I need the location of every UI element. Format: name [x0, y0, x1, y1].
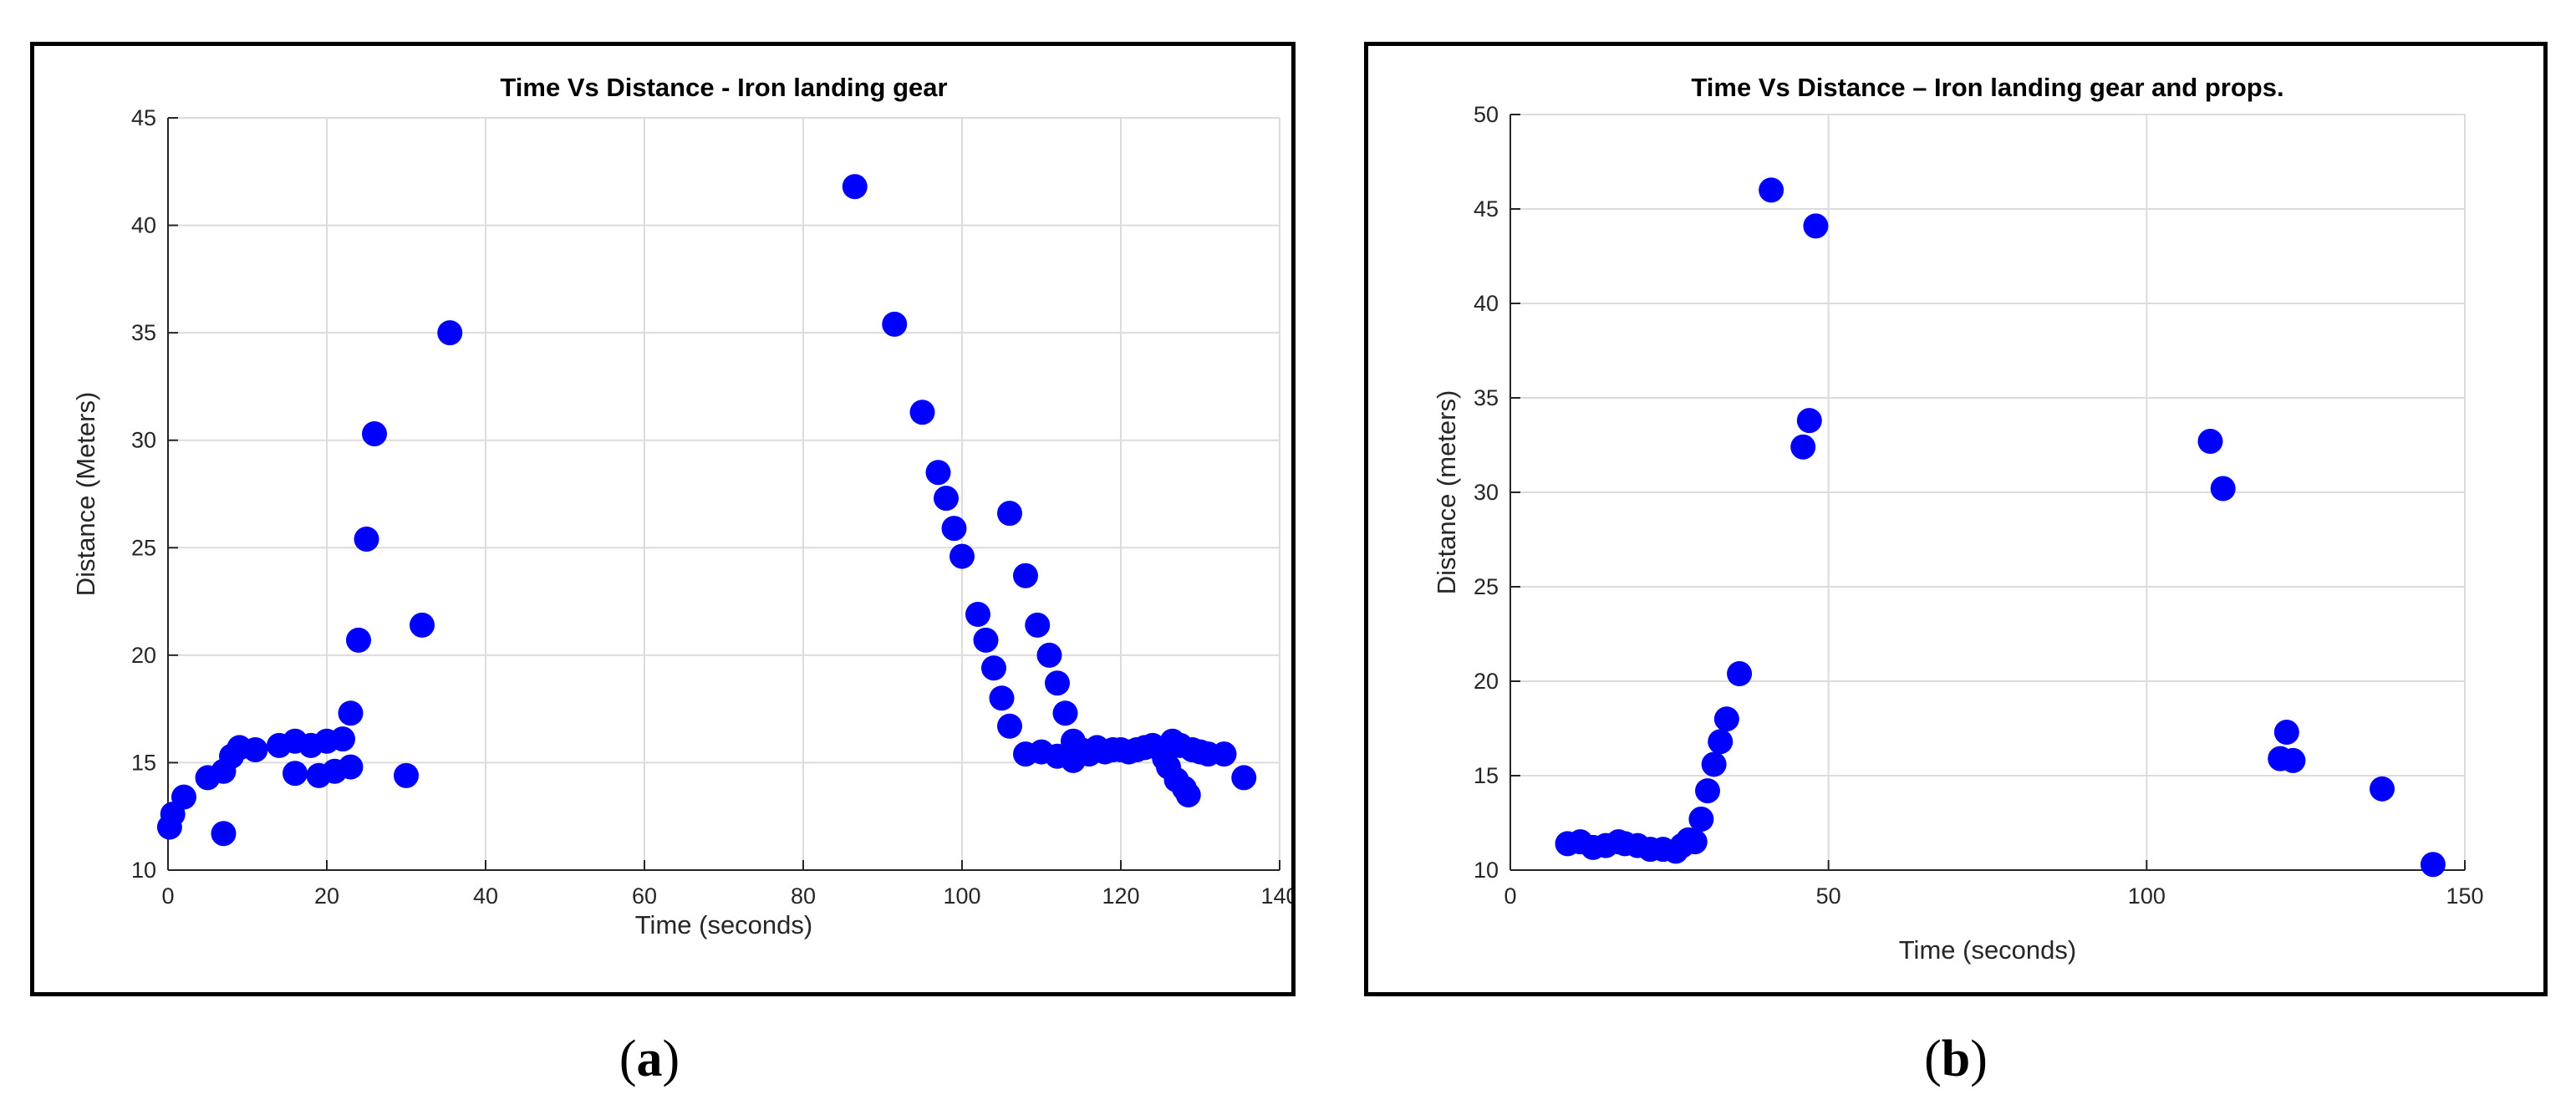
data-point [338, 700, 364, 726]
data-point [1688, 806, 1714, 832]
chart-title: Time Vs Distance - Iron landing gear [500, 73, 947, 102]
data-point [949, 543, 975, 569]
data-point [1727, 660, 1753, 686]
data-point [981, 655, 1006, 681]
x-tick-label: 0 [161, 883, 174, 909]
x-tick-label: 150 [2446, 883, 2483, 909]
y-axis-label: Distance (Meters) [71, 392, 100, 597]
y-tick-label: 20 [1474, 669, 1499, 694]
data-point [882, 311, 908, 337]
chart-panel-a: 0 20 40 60 80 100 120 140 10 15 20 25 30 35 40 45 Time V… [30, 42, 1296, 996]
data-point [989, 685, 1015, 711]
y-tick-label: 45 [1474, 196, 1499, 221]
y-tick-label: 20 [131, 643, 156, 668]
x-tick-label: 100 [943, 883, 980, 909]
chart-title: Time Vs Distance – Iron landing gear and… [1691, 73, 2283, 102]
y-tick-label: 10 [1474, 858, 1499, 883]
y-tick-label: 25 [131, 535, 156, 560]
data-point [2197, 428, 2223, 454]
y-tick-label: 45 [131, 105, 156, 130]
data-point [354, 527, 379, 552]
chart-b-svg: 0 50 100 150 10 15 20 25 30 35 40 45 50 Time Vs Dista… [1432, 73, 2484, 965]
y-tick-label: 15 [1474, 763, 1499, 788]
data-point [1790, 434, 1816, 460]
data-point [1708, 729, 1733, 755]
y-tick-label: 35 [131, 320, 156, 345]
x-tick-label: 120 [1102, 883, 1139, 909]
data-point [934, 486, 959, 512]
caption-a: (a) [619, 1031, 680, 1087]
data-point [1695, 778, 1721, 804]
data-point [842, 174, 868, 200]
data-point [1701, 751, 1727, 777]
data-point [1025, 612, 1051, 638]
y-axis-label: Distance (meters) [1432, 390, 1461, 595]
data-point [965, 602, 990, 627]
y-tick-label: 35 [1474, 385, 1499, 410]
data-point [2420, 852, 2446, 878]
data-point [330, 726, 355, 752]
data-point [1796, 408, 1822, 434]
data-point [346, 627, 371, 653]
y-tick-label: 25 [1474, 574, 1499, 599]
x-tick-label: 0 [1504, 883, 1516, 909]
data-point [1175, 782, 1201, 807]
x-tick-label: 100 [2128, 883, 2166, 909]
data-point [1013, 563, 1038, 588]
y-tick-label: 40 [131, 213, 156, 238]
caption-b: (b) [1924, 1031, 1988, 1087]
data-point [242, 737, 268, 762]
y-tick-label: 10 [131, 858, 156, 883]
data-point [2280, 747, 2306, 773]
data-point [362, 421, 387, 446]
data-point [394, 762, 419, 788]
data-point [1759, 177, 1784, 203]
data-point [2370, 776, 2395, 802]
data-point [1036, 642, 1062, 668]
y-tick-label: 50 [1474, 102, 1499, 127]
data-point [1231, 765, 1257, 791]
chart-panel-b: 0 50 100 150 10 15 20 25 30 35 40 45 50 Time Vs Dista… [1364, 42, 2548, 996]
data-point [171, 784, 196, 810]
y-tick-label: 30 [1474, 480, 1499, 505]
x-tick-label: 40 [473, 883, 498, 909]
y-tick-label: 40 [1474, 291, 1499, 316]
x-tick-label: 20 [314, 883, 339, 909]
data-point [1045, 670, 1070, 696]
x-tick-label: 60 [632, 883, 657, 909]
data-point [997, 713, 1022, 739]
x-tick-label: 140 [1260, 883, 1291, 909]
data-point [283, 761, 308, 787]
data-point [909, 400, 935, 425]
data-point [1803, 213, 1829, 239]
x-axis-label: Time (seconds) [1899, 935, 2076, 965]
data-point [1052, 700, 1078, 726]
data-point [437, 320, 463, 346]
data-point [1713, 706, 1739, 732]
data-point [997, 501, 1022, 527]
data-point [973, 627, 999, 653]
data-point [338, 754, 364, 780]
data-point [925, 460, 951, 486]
data-point [410, 612, 435, 638]
data-point [1211, 741, 1237, 767]
y-tick-label: 30 [131, 428, 156, 453]
x-tick-label: 80 [791, 883, 816, 909]
data-point [2210, 476, 2236, 502]
data-point [211, 821, 237, 847]
x-tick-label: 50 [1816, 883, 1841, 909]
y-tick-label: 15 [131, 750, 156, 775]
data-point [1682, 829, 1708, 855]
x-axis-label: Time (seconds) [635, 910, 812, 939]
data-point [941, 516, 967, 542]
data-point [2273, 720, 2299, 746]
chart-a-svg: 0 20 40 60 80 100 120 140 10 15 20 25 30 35 40 45 Time V… [71, 73, 1291, 939]
